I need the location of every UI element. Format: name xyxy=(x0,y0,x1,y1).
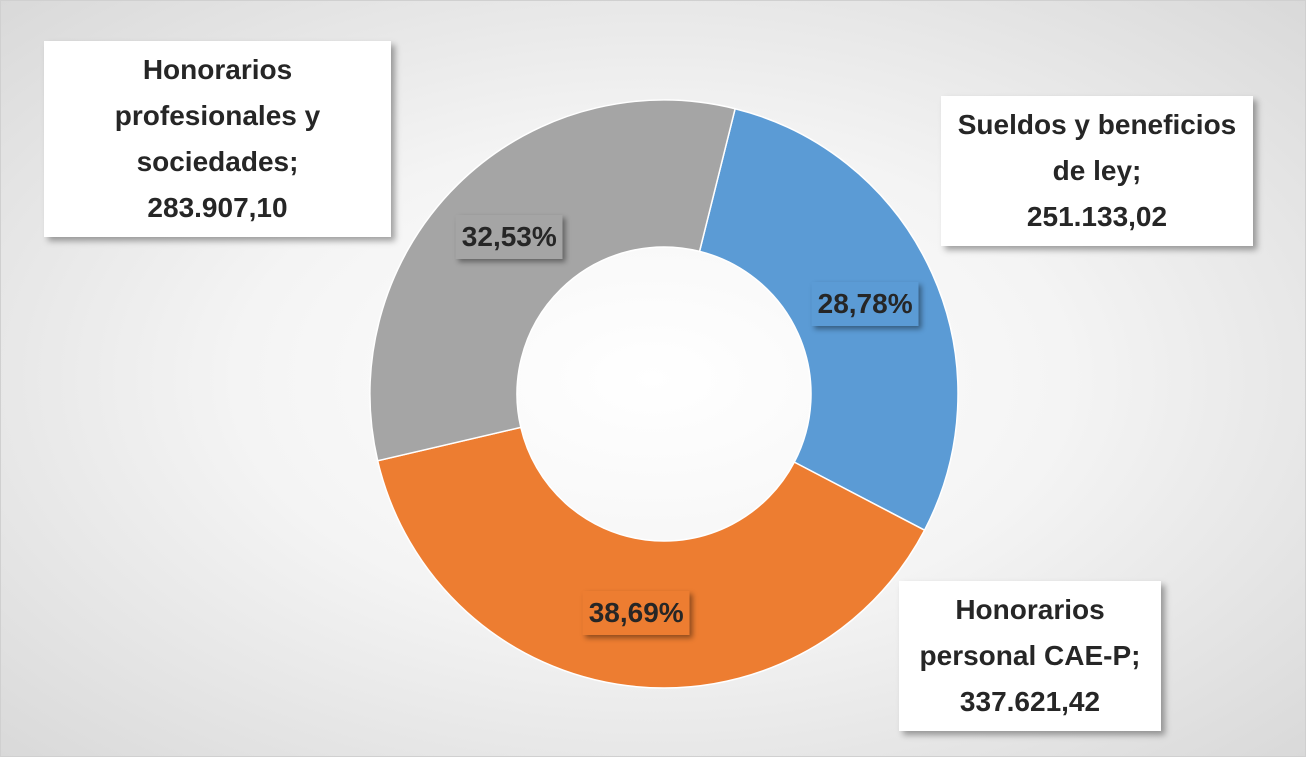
category-label: Honorarios profesionales y sociedades; 2… xyxy=(44,41,391,237)
category-name: Honorarios personal CAE-P xyxy=(919,594,1132,671)
category-name: Sueldos y beneficios de ley xyxy=(957,109,1237,186)
category-label: Sueldos y beneficios de ley; 251.133,02 xyxy=(941,96,1253,246)
separator: ; xyxy=(1132,155,1142,186)
value-label: 337.621,42 xyxy=(959,686,1101,717)
percentage-label: 38,69% xyxy=(582,590,690,635)
donut-slice xyxy=(369,99,737,462)
category-name: Honorarios profesionales y sociedades xyxy=(114,54,321,177)
separator: ; xyxy=(1131,640,1141,671)
percentage-label: 32,53% xyxy=(455,214,563,259)
percentage-label: 28,78% xyxy=(811,281,919,326)
value-label: 283.907,10 xyxy=(147,192,288,223)
value-label: 251.133,02 xyxy=(1026,201,1168,232)
donut-slice xyxy=(376,426,926,689)
category-label: Honorarios personal CAE-P; 337.621,42 xyxy=(899,581,1161,731)
separator: ; xyxy=(289,146,299,177)
